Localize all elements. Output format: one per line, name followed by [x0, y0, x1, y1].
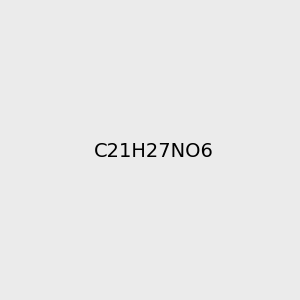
Text: C21H27NO6: C21H27NO6 — [94, 142, 214, 161]
